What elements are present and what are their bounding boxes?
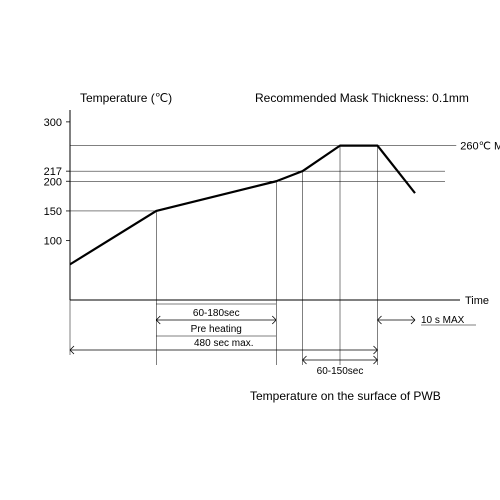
svg-text:150: 150: [44, 206, 62, 218]
reflow-profile-chart: Temperature (℃) Recommended Mask Thicknes…: [0, 0, 500, 500]
mask-thickness-label: Recommended Mask Thickness: 0.1mm: [255, 91, 469, 105]
footer-caption: Temperature on the surface of PWB: [250, 389, 441, 403]
svg-text:10 s MAX: 10 s MAX: [421, 315, 465, 326]
chart-svg: Temperature (℃) Recommended Mask Thicknes…: [0, 0, 500, 500]
peak-temp-label: 260℃ MAX: [460, 141, 500, 153]
svg-text:Pre heating: Pre heating: [191, 324, 242, 335]
svg-text:60-150sec: 60-150sec: [317, 366, 364, 377]
svg-text:60-180sec: 60-180sec: [193, 308, 240, 319]
x-axis-label: Time: [465, 295, 489, 307]
svg-text:300: 300: [44, 117, 62, 129]
svg-text:100: 100: [44, 236, 62, 248]
svg-text:480 sec max.: 480 sec max.: [194, 338, 253, 349]
y-axis-title: Temperature (℃): [80, 91, 172, 105]
svg-text:217: 217: [44, 166, 62, 178]
